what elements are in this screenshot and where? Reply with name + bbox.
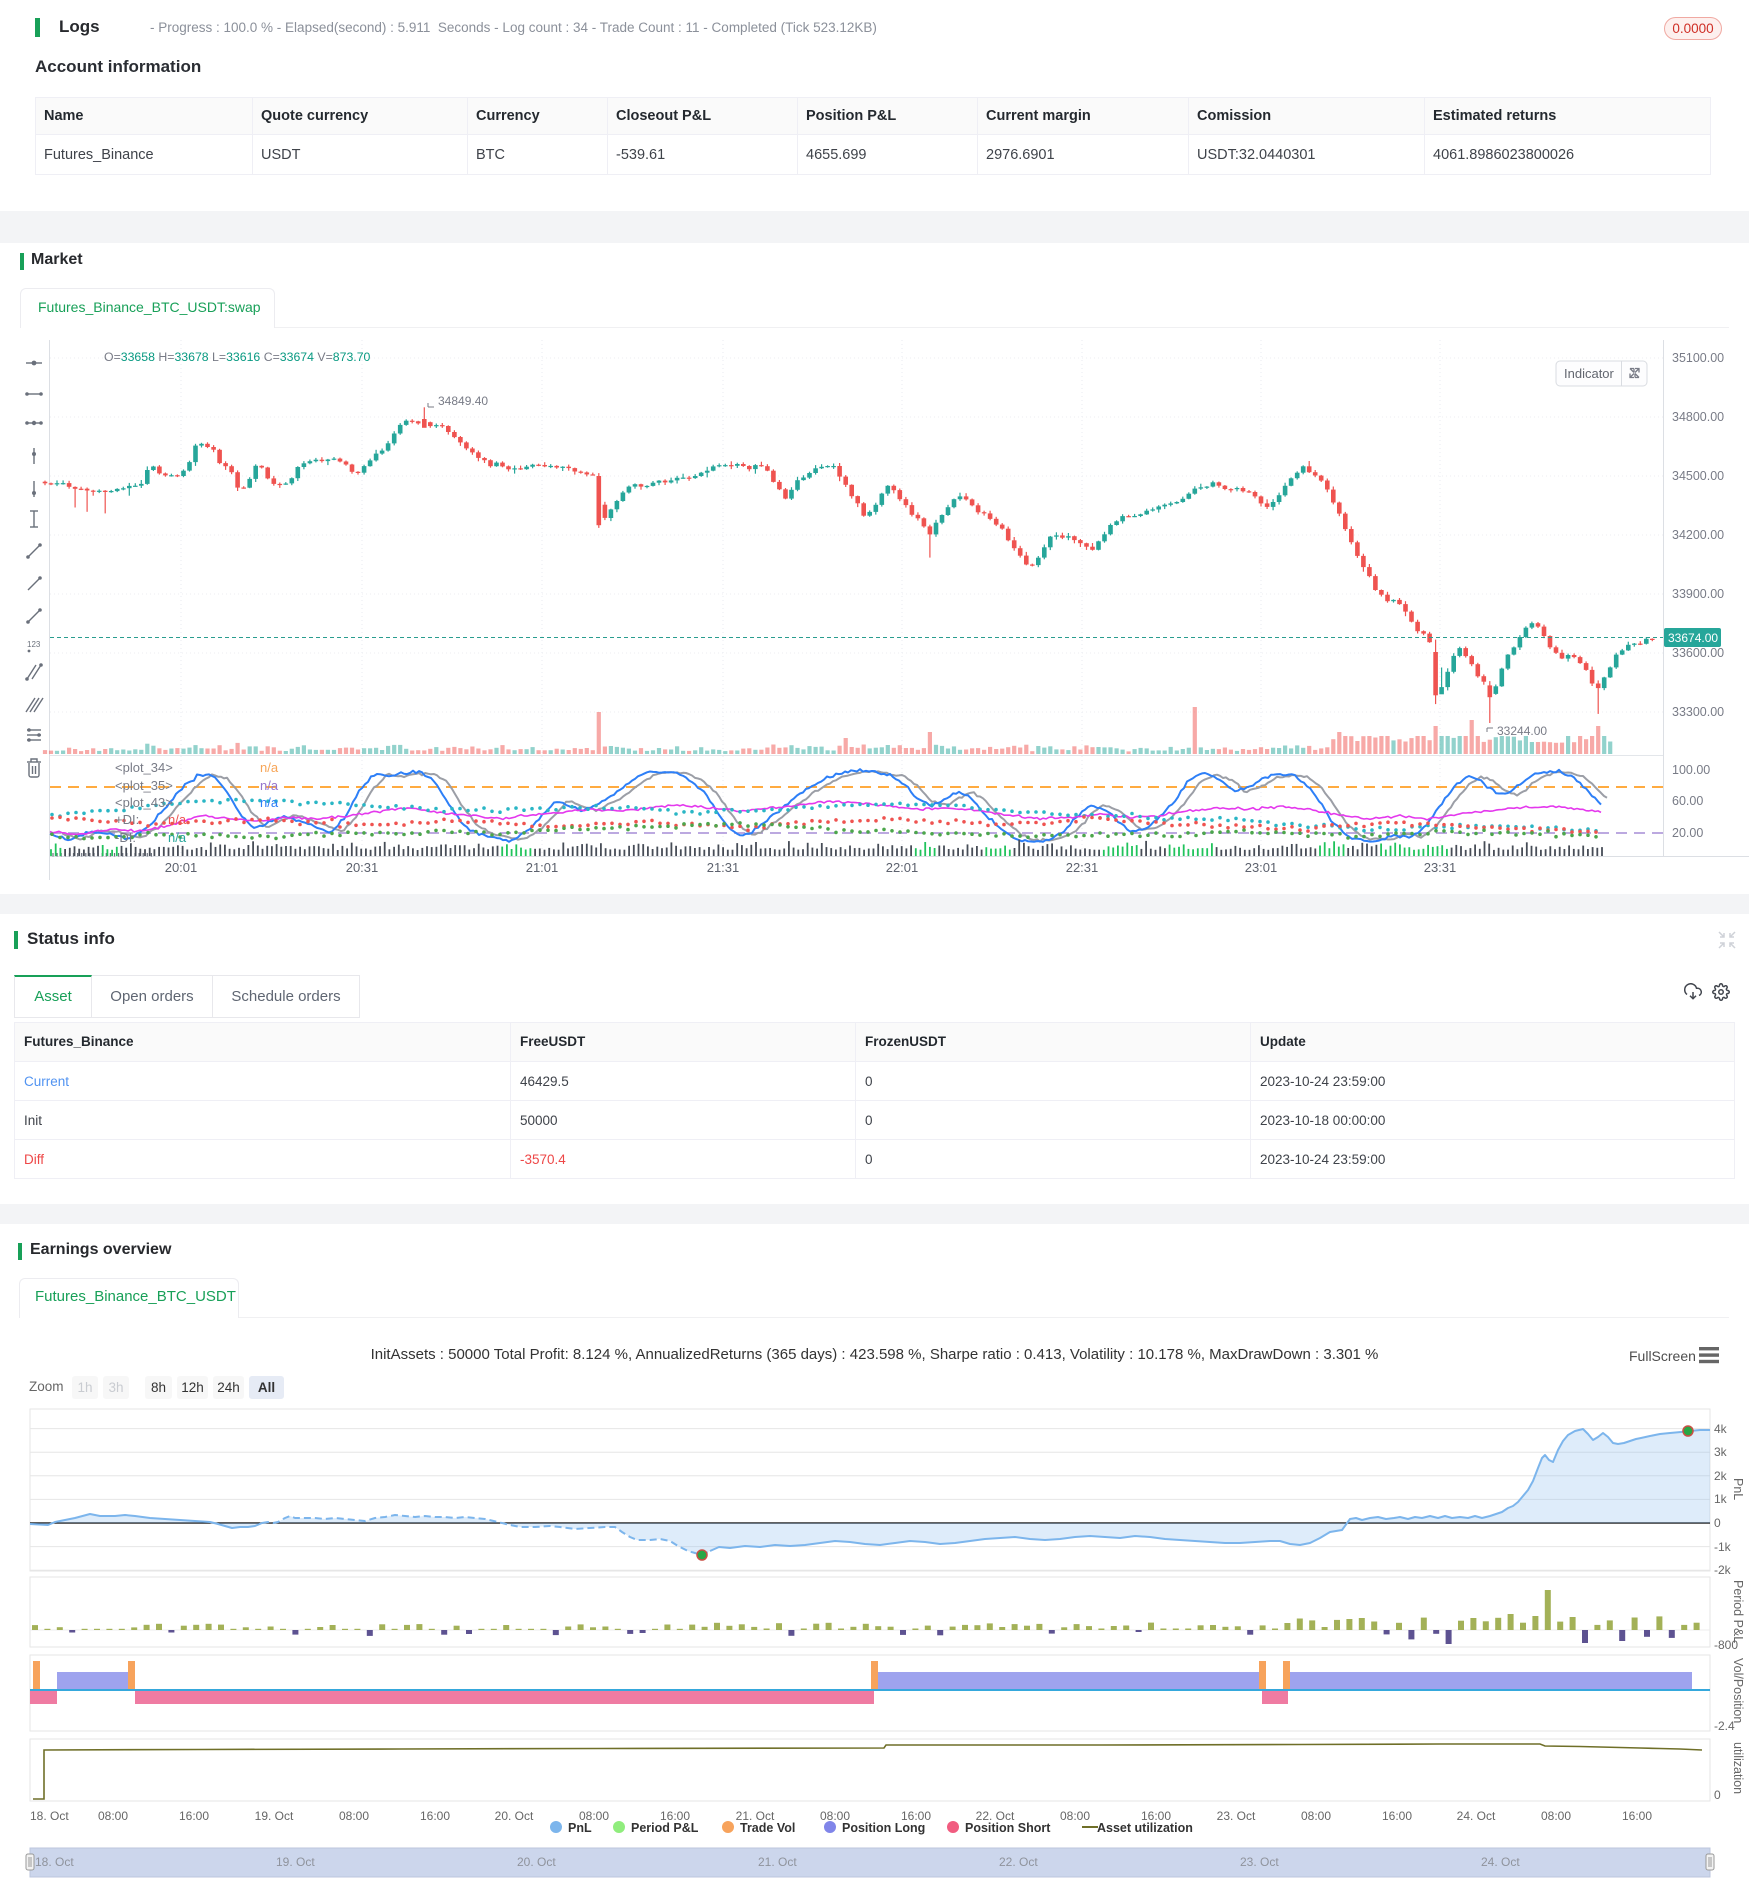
svg-text:-DI:: -DI: [115, 830, 136, 845]
svg-text:Indicator: Indicator [1564, 366, 1615, 381]
svg-text:33600.00: 33600.00 [1672, 646, 1724, 660]
svg-text:19. Oct: 19. Oct [276, 1855, 315, 1869]
svg-text:utilization: utilization [1731, 1742, 1745, 1794]
svg-text:24. Oct: 24. Oct [1481, 1855, 1520, 1869]
svg-text:22. Oct: 22. Oct [999, 1855, 1038, 1869]
svg-text:Position Short: Position Short [965, 1821, 1051, 1835]
svg-text:3k: 3k [1714, 1445, 1728, 1459]
svg-text:34500.00: 34500.00 [1672, 469, 1724, 483]
svg-text:08:00: 08:00 [1060, 1809, 1090, 1823]
svg-text:16:00: 16:00 [179, 1809, 209, 1823]
svg-text:23:31: 23:31 [1424, 860, 1457, 875]
svg-text:16:00: 16:00 [1622, 1809, 1652, 1823]
svg-text:16:00: 16:00 [420, 1809, 450, 1823]
svg-text:34200.00: 34200.00 [1672, 528, 1724, 542]
svg-text:19. Oct: 19. Oct [255, 1809, 294, 1823]
svg-text:n/a: n/a [168, 812, 187, 827]
svg-text:35100.00: 35100.00 [1672, 351, 1724, 365]
svg-text:22:01: 22:01 [886, 860, 919, 875]
svg-text:22:31: 22:31 [1066, 860, 1099, 875]
svg-text:20. Oct: 20. Oct [517, 1855, 556, 1869]
svg-text:PnL: PnL [1731, 1478, 1745, 1500]
svg-text:0: 0 [1714, 1788, 1721, 1802]
svg-text:O=33658 H=33678 L=33616 C=3367: O=33658 H=33678 L=33616 C=33674 V=873.70 [104, 350, 371, 364]
svg-text:22. Oct: 22. Oct [976, 1809, 1015, 1823]
svg-text:Period P&L: Period P&L [631, 1821, 699, 1835]
svg-text:21. Oct: 21. Oct [758, 1855, 797, 1869]
svg-text:20.00: 20.00 [1672, 826, 1703, 840]
svg-text:<plot_34>: <plot_34> [115, 760, 173, 775]
svg-text:16:00: 16:00 [1382, 1809, 1412, 1823]
svg-text:16:00: 16:00 [1141, 1809, 1171, 1823]
svg-text:4k: 4k [1714, 1422, 1728, 1436]
svg-text:-2.4: -2.4 [1714, 1719, 1735, 1733]
svg-text:21. Oct: 21. Oct [736, 1809, 775, 1823]
svg-text:n/a: n/a [260, 778, 279, 793]
svg-text:16:00: 16:00 [901, 1809, 931, 1823]
svg-text:33900.00: 33900.00 [1672, 587, 1724, 601]
svg-text:20. Oct: 20. Oct [495, 1809, 534, 1823]
svg-text:60.00: 60.00 [1672, 794, 1703, 808]
svg-text:23. Oct: 23. Oct [1217, 1809, 1256, 1823]
svg-text:08:00: 08:00 [820, 1809, 850, 1823]
svg-text:23:01: 23:01 [1245, 860, 1278, 875]
svg-text:123: 123 [27, 640, 41, 649]
svg-text:Trade Vol: Trade Vol [740, 1821, 795, 1835]
svg-text:08:00: 08:00 [1301, 1809, 1331, 1823]
svg-text:33244.00: 33244.00 [1497, 724, 1547, 738]
svg-text:24. Oct: 24. Oct [1457, 1809, 1496, 1823]
svg-text:2k: 2k [1714, 1469, 1728, 1483]
svg-text:+DI:: +DI: [115, 812, 139, 827]
svg-text:n/a: n/a [168, 830, 187, 845]
svg-text:-1k: -1k [1714, 1540, 1732, 1554]
svg-text:Period P&L: Period P&L [1731, 1580, 1745, 1643]
svg-text:21:01: 21:01 [526, 860, 559, 875]
svg-text:18. Oct: 18. Oct [35, 1855, 74, 1869]
svg-text:-2k: -2k [1714, 1563, 1732, 1577]
svg-text:n/a: n/a [260, 760, 279, 775]
svg-text:08:00: 08:00 [339, 1809, 369, 1823]
svg-text:08:00: 08:00 [98, 1809, 128, 1823]
svg-text:23. Oct: 23. Oct [1240, 1855, 1279, 1869]
svg-text:08:00: 08:00 [1541, 1809, 1571, 1823]
svg-text:Asset utilization: Asset utilization [1097, 1821, 1193, 1835]
svg-text:21:31: 21:31 [707, 860, 740, 875]
svg-text:1k: 1k [1714, 1492, 1728, 1506]
svg-text:PnL: PnL [568, 1821, 592, 1835]
svg-text:20:01: 20:01 [165, 860, 198, 875]
svg-text:Position Long: Position Long [842, 1821, 925, 1835]
svg-text:33674.00: 33674.00 [1668, 631, 1718, 645]
svg-text:<plot_43>: <plot_43> [115, 795, 173, 810]
svg-text:20:31: 20:31 [346, 860, 379, 875]
svg-text:33300.00: 33300.00 [1672, 705, 1724, 719]
svg-text:18. Oct: 18. Oct [30, 1809, 69, 1823]
svg-text:-800: -800 [1714, 1638, 1738, 1652]
svg-text:16:00: 16:00 [660, 1809, 690, 1823]
svg-text:100.00: 100.00 [1672, 763, 1710, 777]
svg-text:<plot_35>: <plot_35> [115, 778, 173, 793]
svg-text:n/a: n/a [260, 795, 279, 810]
svg-text:Vol/Position: Vol/Position [1731, 1658, 1745, 1723]
svg-text:08:00: 08:00 [579, 1809, 609, 1823]
svg-text:34800.00: 34800.00 [1672, 410, 1724, 424]
svg-text:0: 0 [1714, 1516, 1721, 1530]
svg-text:34849.40: 34849.40 [438, 394, 488, 408]
